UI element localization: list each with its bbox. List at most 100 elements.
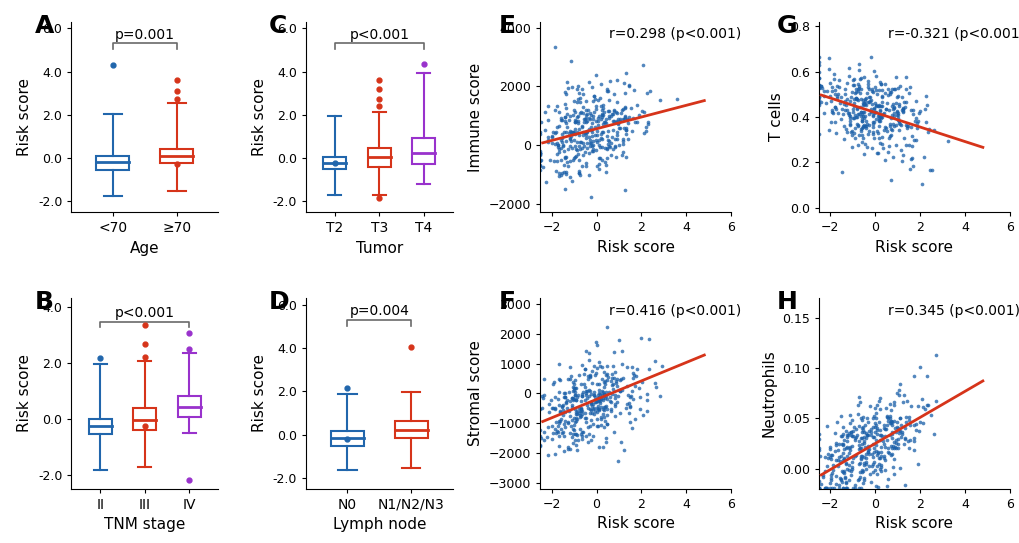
Point xyxy=(556,117,573,125)
Point xyxy=(845,98,861,107)
Point xyxy=(568,410,584,419)
Point xyxy=(577,418,593,427)
Point xyxy=(597,115,613,124)
Point xyxy=(898,122,914,131)
Point xyxy=(567,141,583,150)
Point xyxy=(859,441,875,450)
Point xyxy=(880,89,897,98)
Point xyxy=(872,466,889,475)
Point xyxy=(846,111,862,119)
Point xyxy=(866,99,882,108)
Point xyxy=(611,109,628,117)
Point xyxy=(618,404,634,413)
Point xyxy=(608,128,625,136)
Point xyxy=(588,396,604,405)
Text: C: C xyxy=(269,14,287,38)
Point xyxy=(568,384,584,393)
Point xyxy=(595,368,611,376)
Point xyxy=(905,420,921,429)
Point xyxy=(567,418,583,426)
Point xyxy=(592,415,608,424)
Point xyxy=(822,97,839,105)
Point xyxy=(893,93,909,102)
Point xyxy=(882,406,899,414)
Point xyxy=(539,132,555,141)
Point xyxy=(904,110,920,119)
Text: r=0.416 (p<0.001): r=0.416 (p<0.001) xyxy=(608,304,741,318)
Point xyxy=(620,119,636,128)
Point xyxy=(829,462,846,470)
Point xyxy=(884,153,901,161)
Point xyxy=(886,417,902,426)
Point xyxy=(574,109,590,117)
Point xyxy=(561,127,578,136)
Point xyxy=(844,105,860,113)
Point xyxy=(864,453,880,462)
Point xyxy=(564,394,580,403)
X-axis label: Tumor: Tumor xyxy=(356,241,403,256)
Point xyxy=(845,76,861,85)
Point xyxy=(867,100,883,109)
Point xyxy=(854,134,870,142)
Point xyxy=(852,95,868,104)
Point xyxy=(596,143,612,152)
Point xyxy=(857,93,873,102)
Point xyxy=(574,162,590,171)
Point xyxy=(863,111,879,119)
Point xyxy=(924,430,941,439)
Point xyxy=(601,77,618,86)
Point xyxy=(581,109,597,117)
Point xyxy=(553,134,570,142)
Point xyxy=(582,399,598,407)
Point xyxy=(874,144,891,153)
Point xyxy=(858,431,874,440)
Point xyxy=(872,431,889,440)
Point xyxy=(887,141,903,149)
Point xyxy=(546,393,562,402)
Point xyxy=(581,149,597,158)
Point xyxy=(851,393,867,402)
Y-axis label: Stromal score: Stromal score xyxy=(468,340,483,446)
Point xyxy=(871,113,888,122)
Point xyxy=(548,138,565,147)
Point xyxy=(539,102,555,110)
Point xyxy=(909,459,925,468)
Point xyxy=(618,125,634,134)
Point xyxy=(816,484,833,493)
Point xyxy=(896,481,912,489)
Bar xyxy=(160,149,193,163)
Point xyxy=(550,359,567,368)
Point xyxy=(841,117,857,125)
Point xyxy=(543,404,559,413)
Point xyxy=(611,387,628,395)
Point xyxy=(810,443,826,452)
Point xyxy=(586,388,602,397)
Point xyxy=(844,441,860,450)
Point xyxy=(550,169,567,178)
Point xyxy=(550,145,567,154)
Point xyxy=(561,374,578,383)
Point xyxy=(881,416,898,425)
Point xyxy=(565,439,581,448)
Point xyxy=(554,141,571,149)
Point xyxy=(836,453,852,462)
Point xyxy=(566,395,582,403)
Point xyxy=(851,484,867,493)
Point xyxy=(867,424,883,432)
Point xyxy=(568,409,584,418)
Point xyxy=(571,94,587,103)
Point xyxy=(599,419,615,428)
Point xyxy=(590,391,606,400)
Point xyxy=(822,484,839,493)
Point xyxy=(883,120,900,129)
Point xyxy=(615,446,632,455)
Point xyxy=(640,119,656,128)
Point xyxy=(577,162,593,171)
Point xyxy=(532,405,548,414)
Point xyxy=(596,117,612,126)
Point xyxy=(640,364,656,373)
Point xyxy=(855,458,871,467)
Point xyxy=(857,428,873,437)
Point xyxy=(557,136,574,145)
Point xyxy=(567,390,583,399)
